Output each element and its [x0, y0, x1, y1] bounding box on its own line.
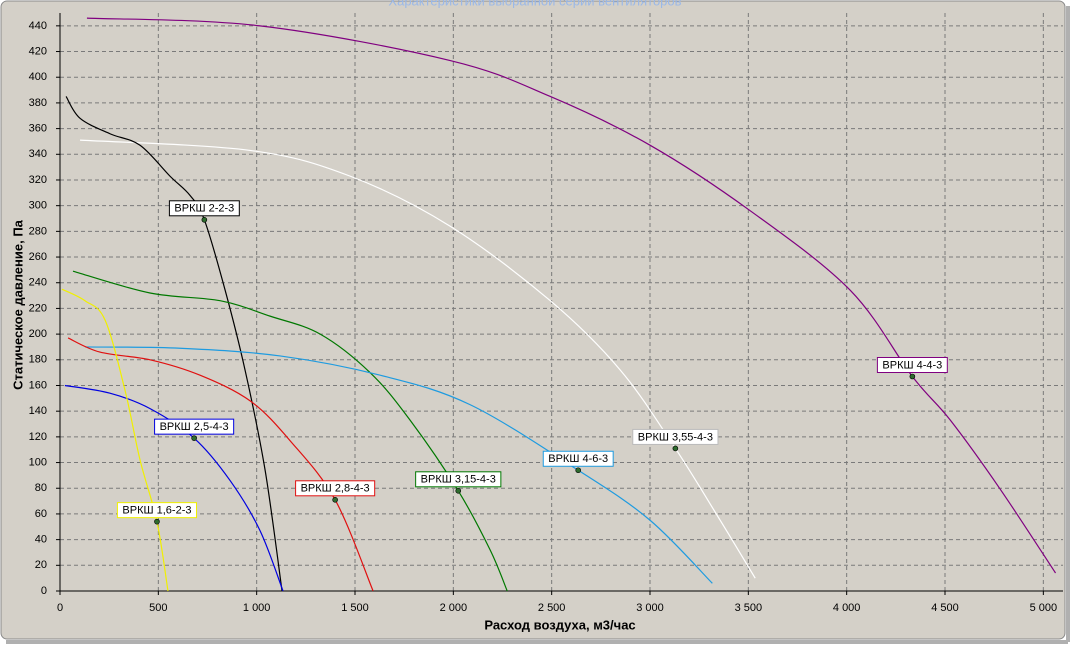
series-line: [72, 270, 508, 592]
operating-point: [191, 435, 197, 441]
x-tick-label: 500: [149, 602, 167, 614]
series-label: ВРКШ 2,8-4-3: [295, 480, 376, 497]
y-tick-label: 340: [29, 148, 47, 160]
x-tick-label: 1 500: [341, 602, 369, 614]
label-text: ВРКШ 2,5-4-3: [160, 421, 229, 433]
y-tick-label: 300: [29, 200, 47, 212]
y-tick-label: 220: [29, 302, 47, 314]
label-text: ВРКШ 4-6-3: [548, 453, 608, 465]
x-tick-label: 1 000: [243, 602, 271, 614]
operating-point: [575, 467, 582, 474]
frame-shadow: [1066, 6, 1070, 642]
y-tick-label: 60: [35, 508, 47, 520]
series-label: ВРКШ 1,6-2-3: [116, 502, 197, 519]
frame-shadow: [6, 640, 1068, 644]
series-label: ВРКШ 4-4-3: [876, 356, 948, 373]
x-tick-label: 0: [57, 602, 63, 614]
y-tick-label: 400: [29, 71, 47, 83]
y-tick-label: 420: [29, 45, 47, 57]
y-tick-label: 80: [35, 482, 47, 494]
x-tick-label: 3 000: [636, 602, 664, 614]
operating-point: [672, 445, 679, 452]
label-box: [295, 480, 376, 497]
label-box: [415, 471, 502, 488]
operating-point: [332, 497, 338, 503]
y-tick-label: 380: [29, 97, 47, 109]
y-tick-label: 40: [35, 534, 47, 546]
label-text: ВРКШ 4-4-3: [882, 359, 942, 371]
label-text: ВРКШ 3,15-4-3: [421, 474, 496, 486]
label-box: [876, 356, 948, 373]
x-tick-label: 2 000: [440, 602, 468, 614]
series-label: ВРКШ 2-2-3: [168, 200, 240, 217]
y-tick-label: 360: [29, 123, 47, 135]
operating-point: [201, 216, 208, 223]
label-box: [154, 418, 235, 435]
operating-point: [909, 373, 916, 380]
y-tick-label: 200: [29, 328, 47, 340]
label-text: ВРКШ 1,6-2-3: [122, 505, 191, 517]
y-tick-label: 280: [29, 225, 47, 237]
y-axis-label: Статическое давление, Па: [10, 219, 25, 390]
y-tick-label: 320: [29, 174, 47, 186]
series-label: ВРКШ 2,5-4-3: [154, 418, 235, 435]
x-tick-label: 3 500: [735, 602, 763, 614]
series-label: ВРКШ 3,55-4-3: [632, 428, 719, 445]
y-tick-label: 240: [29, 277, 47, 289]
y-tick-label: 120: [29, 431, 47, 443]
series-label: ВРКШ 4-6-3: [542, 450, 614, 467]
x-axis-label: Расход воздуха, м3/час: [484, 617, 635, 632]
x-tick-label: 4 500: [931, 602, 959, 614]
label-box: [116, 502, 197, 519]
chart-title: Характеристики выбранной серии вентилято…: [388, 0, 681, 8]
series-line: [84, 346, 713, 584]
series-line: [80, 139, 756, 579]
operating-point: [455, 488, 462, 494]
label-text: ВРКШ 2-2-3: [174, 203, 234, 215]
y-tick-label: 180: [29, 354, 47, 366]
label-box: [542, 450, 614, 467]
y-tick-label: 140: [29, 405, 47, 417]
y-tick-label: 160: [29, 379, 47, 391]
label-text: ВРКШ 2,8-4-3: [301, 483, 370, 495]
x-tick-label: 2 500: [538, 602, 566, 614]
label-text: ВРКШ 3,55-4-3: [638, 431, 713, 443]
y-tick-label: 20: [35, 559, 47, 571]
y-tick-label: 100: [29, 456, 47, 468]
y-tick-label: 260: [29, 251, 47, 263]
x-tick-label: 5 000: [1030, 602, 1058, 614]
y-tick-label: 440: [29, 20, 47, 32]
series-label: ВРКШ 3,15-4-3: [415, 471, 502, 488]
x-tick-label: 4 000: [833, 602, 861, 614]
operating-point: [154, 518, 160, 525]
label-box: [168, 200, 240, 217]
series-line: [86, 17, 1057, 574]
y-tick-label: 0: [41, 585, 47, 597]
label-box: [632, 428, 719, 445]
